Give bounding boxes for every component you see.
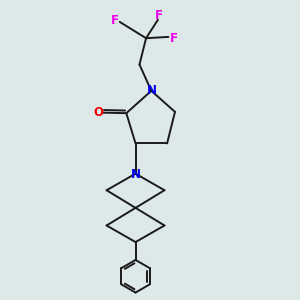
- Text: N: N: [130, 168, 140, 181]
- Text: F: F: [155, 9, 163, 22]
- Text: F: F: [170, 32, 178, 45]
- Text: F: F: [111, 14, 119, 27]
- Text: O: O: [93, 106, 103, 119]
- Text: N: N: [147, 84, 157, 97]
